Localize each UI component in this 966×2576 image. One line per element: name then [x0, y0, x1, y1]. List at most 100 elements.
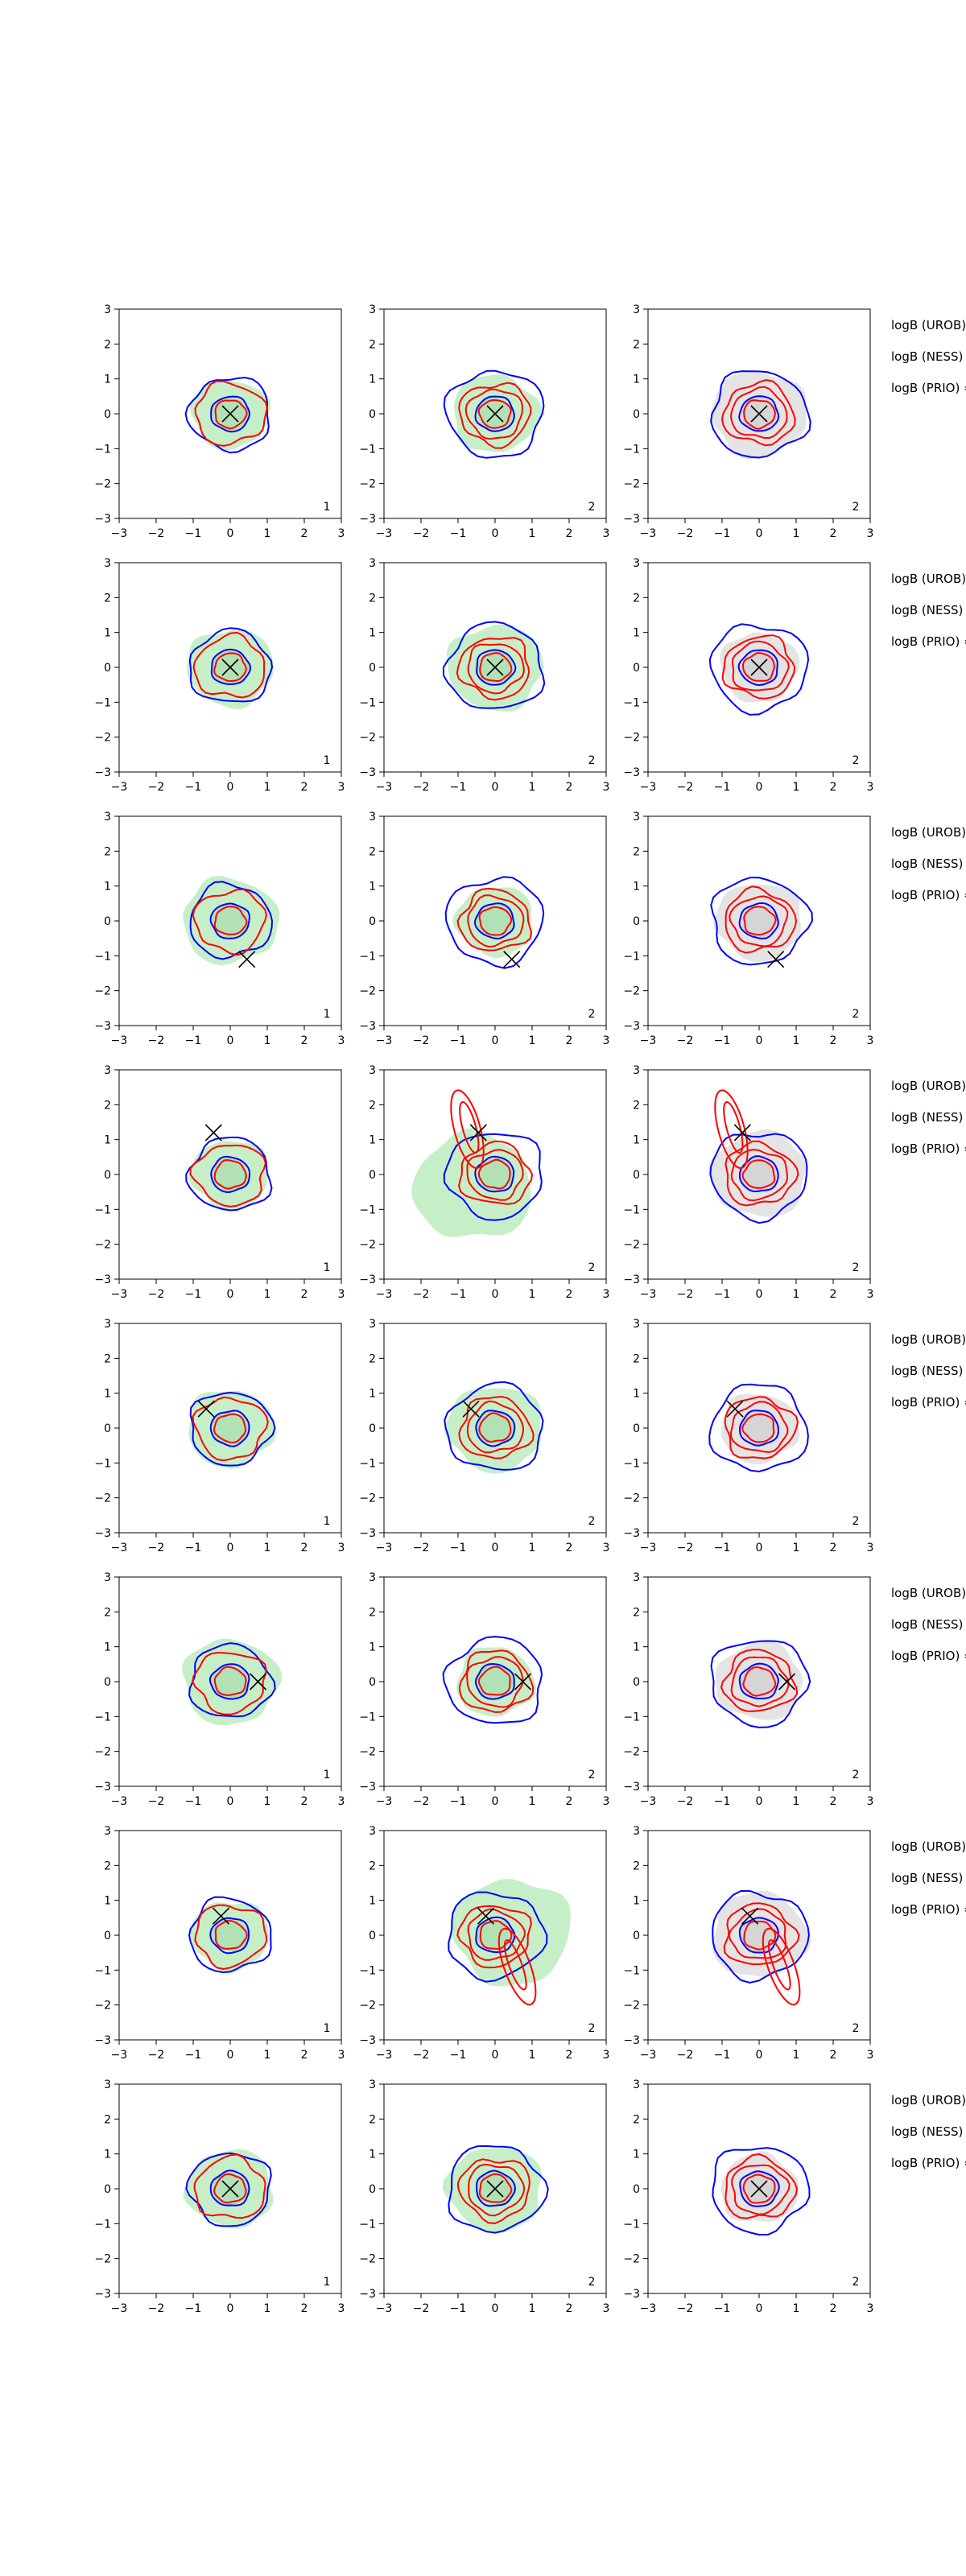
x-tick-label: −3	[640, 1288, 657, 1301]
y-tick-label: 0	[104, 1930, 111, 1942]
red-contour-mid	[466, 1400, 525, 1454]
y-tick-label: −1	[94, 1203, 111, 1216]
blue-contour-inner	[738, 1662, 779, 1699]
y-tick-label: −2	[623, 2253, 640, 2266]
x-tick-label: −2	[677, 2049, 694, 2062]
y-tick-label: −1	[623, 443, 640, 456]
y-tick-label: −3	[359, 1781, 376, 1794]
x-tick-label: 1	[529, 781, 536, 794]
x-tick-label: 2	[301, 781, 308, 794]
x-tick-label: 3	[867, 1542, 874, 1554]
x-tick-label: −3	[376, 527, 393, 540]
red-contour-mid	[466, 1656, 524, 1708]
x-tick-label: −2	[677, 1034, 694, 1047]
red-contour-mid	[731, 640, 790, 691]
x-tick-label: −1	[714, 1288, 731, 1301]
x-tick-label: −2	[148, 1795, 165, 1808]
x-tick-label: 3	[867, 527, 874, 540]
panel-r4-c1: −3 −2 −1 0 1 2 3 −3 −2 −1 0 1 2 3 1	[94, 1064, 345, 1301]
side-label: logB (NESS) =	[891, 857, 966, 871]
blue-contour-outer	[443, 1133, 543, 1221]
x-marker	[462, 1400, 480, 1418]
y-tick-label: −3	[359, 513, 376, 526]
x-tick-label: −1	[450, 527, 467, 540]
panel-corner-label: 1	[324, 501, 331, 514]
red-contour-inner	[213, 1666, 247, 1696]
x-tick-label: 1	[793, 1034, 800, 1047]
x-tick-label: 0	[756, 1288, 763, 1301]
panel-corner-label: 2	[588, 1008, 596, 1021]
panel-r2-c2: −3 −2 −1 0 1 2 3 −3 −2 −1 0 1 2 3 2	[359, 557, 609, 794]
y-tick-label: −2	[359, 1746, 376, 1759]
y-tick-label: 0	[633, 408, 640, 421]
blue-contour-outer	[185, 2152, 272, 2227]
x-tick-label: −3	[640, 2049, 657, 2062]
y-tick-label: 1	[633, 1895, 640, 1908]
panel-corner-label: 2	[852, 2022, 860, 2035]
y-tick-label: −2	[94, 1239, 111, 1252]
blue-contour-inner	[476, 649, 517, 686]
red-contour-inner	[743, 399, 776, 430]
x-tick-label: 2	[301, 1795, 308, 1808]
y-tick-label: −2	[359, 2253, 376, 2266]
blue-contour-outer	[709, 1133, 808, 1224]
red-contour-inner	[741, 1159, 776, 1189]
y-tick-label: 1	[633, 1641, 640, 1654]
red-contour-mid	[729, 895, 789, 947]
blue-contour-outer	[442, 1636, 543, 1724]
red-contour-mid	[730, 386, 788, 440]
x-tick-label: −1	[450, 1288, 467, 1301]
x-tick-label: 3	[867, 1795, 874, 1808]
y-tick-label: −3	[359, 2288, 376, 2301]
density-core	[476, 904, 514, 938]
y-tick-label: 0	[104, 408, 111, 421]
red-contour-outer	[456, 637, 530, 701]
y-tick-label: 1	[104, 1134, 111, 1147]
y-tick-label: 3	[633, 2079, 640, 2091]
side-labels-row-8: logB (UROB) = logB (NESS) = logB (PRIO) =	[891, 2093, 966, 2170]
side-label: logB (PRIO) =	[891, 1649, 966, 1663]
x-tick-label: 1	[793, 2302, 800, 2315]
x-tick-label: −1	[450, 781, 467, 794]
x-marker	[750, 2180, 768, 2198]
blue-contour-outer	[710, 370, 811, 459]
x-tick-label: −3	[376, 2049, 393, 2062]
y-tick-label: −1	[623, 1457, 640, 1470]
x-tick-label: −1	[185, 2302, 202, 2315]
blue-contour-inner	[208, 1663, 250, 1700]
y-tick-label: −2	[94, 985, 111, 998]
y-tick-label: 0	[633, 915, 640, 928]
y-tick-label: 3	[104, 1571, 111, 1584]
y-tick-label: 3	[633, 1825, 640, 1838]
panel-corner-label: 2	[588, 1261, 596, 1274]
panel-r6-c3: −3 −2 −1 0 1 2 3 −3 −2 −1 0 1 2 3 2	[623, 1571, 873, 1808]
x-tick-label: −2	[413, 781, 430, 794]
side-label: logB (PRIO) =	[891, 888, 966, 902]
density-core	[740, 1157, 777, 1191]
x-tick-label: −2	[148, 781, 165, 794]
x-tick-label: 3	[603, 1795, 610, 1808]
side-label: logB (NESS) =	[891, 1871, 966, 1885]
red-tail-outer	[762, 1927, 801, 2006]
y-tick-label: 2	[369, 1352, 376, 1365]
red-contour-outer	[456, 2158, 530, 2224]
side-label: logB (PRIO) =	[891, 2156, 966, 2170]
y-tick-label: 3	[633, 557, 640, 570]
y-tick-label: −1	[94, 1711, 111, 1724]
y-tick-label: 2	[633, 1352, 640, 1365]
x-marker	[221, 2180, 239, 2198]
y-tick-label: −2	[359, 478, 376, 491]
y-tick-label: 1	[104, 1895, 111, 1908]
y-tick-label: 1	[633, 627, 640, 640]
x-tick-label: 3	[603, 1034, 610, 1047]
red-contour-inner	[213, 1158, 247, 1190]
panel-corner-label: 2	[588, 1769, 596, 1781]
red-contour-mid	[467, 1908, 526, 1961]
x-tick-label: 1	[264, 1542, 271, 1554]
red-contour-mid	[464, 388, 524, 440]
y-tick-label: −1	[94, 950, 111, 963]
side-labels-row-2: logB (UROB) = logB (NESS) = logB (PRIO) =	[891, 572, 966, 649]
blue-contour-inner	[209, 2169, 250, 2207]
y-tick-label: 0	[104, 2183, 111, 2196]
